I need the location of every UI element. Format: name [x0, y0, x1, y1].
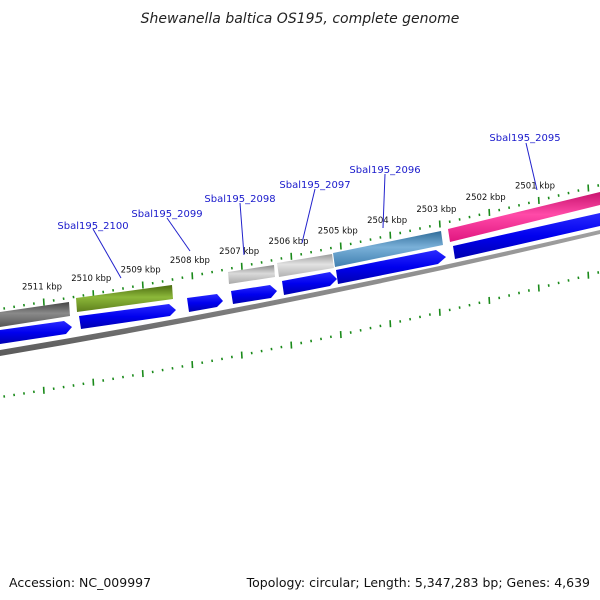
genome-backbone [0, 230, 600, 356]
kbp-label-1: 2510 kbp [71, 274, 111, 284]
feature-bar-sbal195-2100[interactable] [76, 285, 173, 312]
kbp-label-7: 2504 kbp [367, 216, 407, 226]
gene-label-sbal195-2097[interactable]: Sbal195_2097 [279, 180, 350, 191]
kbp-label-0: 2511 kbp [22, 282, 62, 292]
label-line-sbal195-2095 [525, 142, 538, 191]
cds-arrow-sbal195-2100[interactable] [79, 304, 176, 329]
cds-arrow-sbal195-2095[interactable] [453, 213, 600, 259]
kbp-label-8: 2503 kbp [416, 205, 456, 215]
cds-arrow-sbal195-2096[interactable] [336, 250, 446, 284]
cds-arrow-sbal195-2097[interactable] [282, 272, 337, 295]
kbp-label-6: 2505 kbp [318, 227, 358, 237]
kbp-label-3: 2508 kbp [170, 256, 210, 266]
kbp-label-9: 2502 kbp [466, 193, 506, 203]
feature-bar-sbal195-2096[interactable] [333, 231, 443, 267]
kbp-label-10: 2501 kbp [515, 181, 555, 191]
feature-bar-sbal195-2098[interactable] [228, 265, 275, 284]
kbp-label-4: 2507 kbp [219, 247, 259, 257]
gene-label-sbal195-2099[interactable]: Sbal195_2099 [131, 209, 202, 220]
gene-label-sbal195-2100[interactable]: Sbal195_2100 [57, 221, 128, 232]
inner-tick-ring [3, 271, 600, 398]
outer-tick-ring [3, 184, 600, 310]
feature-track [0, 192, 600, 327]
kbp-label-5: 2506 kbp [268, 237, 308, 247]
cds-arrow-partial-left[interactable] [0, 321, 72, 344]
cds-arrow-sbal195-2099[interactable] [187, 294, 223, 312]
label-line-sbal195-2099 [166, 217, 191, 252]
label-line-sbal195-2096 [382, 173, 386, 229]
feature-bar-sbal195-2097[interactable] [277, 254, 334, 277]
feature-bar-partial-left[interactable] [0, 302, 70, 327]
cds-track [0, 213, 600, 344]
gene-label-sbal195-2096[interactable]: Sbal195_2096 [349, 165, 420, 176]
label-line-sbal195-2100 [92, 228, 122, 279]
kbp-label-2: 2509 kbp [121, 265, 161, 275]
kbp-labels: 2511 kbp 2510 kbp 2509 kbp 2508 kbp 2507 kbp… [22, 181, 555, 292]
accession-text: Accession: NC_009997 [9, 575, 152, 590]
cds-arrow-sbal195-2098[interactable] [231, 285, 277, 304]
gene-label-sbal195-2095[interactable]: Sbal195_2095 [489, 133, 560, 144]
label-line-sbal195-2097 [301, 188, 316, 244]
gene-labels: Sbal195_2100 Sbal195_2099 Sbal195_2098 S… [57, 133, 561, 279]
feature-bar-sbal195-2095[interactable] [448, 192, 600, 242]
gene-label-sbal195-2098[interactable]: Sbal195_2098 [204, 194, 275, 205]
summary-text: Topology: circular; Length: 5,347,283 bp… [246, 575, 590, 590]
map-title: Shewanella baltica OS195, complete genom… [141, 11, 460, 27]
label-line-sbal195-2098 [239, 202, 245, 256]
